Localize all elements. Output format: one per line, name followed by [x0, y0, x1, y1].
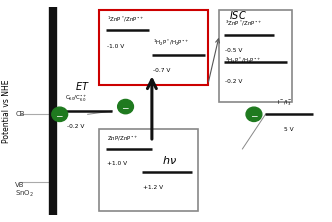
Text: $^1$H$_2$P$^*$/H$_2$P$^{\bullet+}$: $^1$H$_2$P$^*$/H$_2$P$^{\bullet+}$ [153, 38, 189, 48]
Bar [219, 10, 292, 102]
Text: -0.7 V: -0.7 V [153, 68, 170, 73]
Ellipse shape [118, 99, 133, 114]
Text: C$_{60}$/C$_{60}^{\bullet+}$: C$_{60}$/C$_{60}^{\bullet+}$ [65, 94, 88, 104]
Text: -0.5 V: -0.5 V [225, 48, 243, 53]
Text: $ET$: $ET$ [75, 80, 90, 92]
Ellipse shape [246, 107, 262, 121]
Text: ZnP/ZnP$^{\bullet+}$: ZnP/ZnP$^{\bullet+}$ [107, 134, 138, 143]
Text: $h\nu$: $h\nu$ [162, 154, 177, 166]
Bar [99, 10, 208, 85]
Text: $-$: $-$ [250, 110, 258, 119]
Text: $ISC$: $ISC$ [228, 9, 246, 21]
Text: $-$: $-$ [55, 110, 64, 119]
Text: +1.0 V: +1.0 V [108, 161, 127, 166]
Text: -0.2 V: -0.2 V [67, 124, 84, 129]
Text: $^3$ZnP$^*$/ZnP$^{\bullet+}$: $^3$ZnP$^*$/ZnP$^{\bullet+}$ [225, 19, 263, 28]
Ellipse shape [52, 107, 68, 121]
Text: +1.2 V: +1.2 V [143, 185, 163, 190]
Text: VB
SnO$_2$: VB SnO$_2$ [15, 182, 35, 199]
Bar [99, 129, 198, 211]
Text: Potential vs NHE: Potential vs NHE [2, 79, 11, 143]
Text: $^1$ZnP$^*$/ZnP$^{\bullet+}$: $^1$ZnP$^*$/ZnP$^{\bullet+}$ [107, 15, 144, 24]
Text: -0.2 V: -0.2 V [225, 79, 243, 84]
Text: I$^-$/I$_3^-$: I$^-$/I$_3^-$ [277, 98, 292, 108]
Text: $^3$H$_2$P$^*$/H$_2$P$^{\bullet+}$: $^3$H$_2$P$^*$/H$_2$P$^{\bullet+}$ [225, 56, 262, 66]
Text: -1.0 V: -1.0 V [108, 44, 125, 49]
Text: $-$: $-$ [121, 102, 130, 111]
Text: 5 V: 5 V [284, 127, 293, 132]
Text: CB: CB [15, 111, 25, 117]
